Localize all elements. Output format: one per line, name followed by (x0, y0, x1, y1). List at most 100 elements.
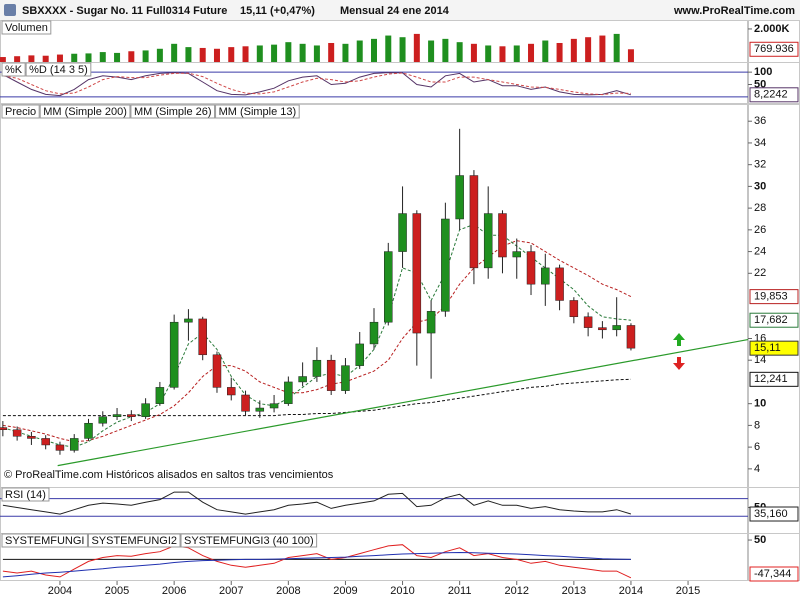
series-line (2, 544, 632, 579)
legend-box (130, 104, 216, 119)
x-tick-label: 2012 (505, 585, 529, 597)
last-value-box (749, 371, 799, 387)
last-value-label: 15,11 (754, 342, 781, 354)
x-tick-label: 2013 (562, 585, 586, 597)
series-line (2, 223, 631, 448)
series-line (2, 378, 631, 417)
candle-body (198, 318, 207, 356)
volume-bar (342, 43, 349, 62)
volume-bar (128, 51, 135, 62)
legend-label: SYSTEMFUNGI (5, 535, 84, 547)
symbol: SBXXXX - Sugar No. 11 Full0314 Future (22, 5, 227, 17)
candle-body (569, 300, 579, 318)
candle-body (469, 175, 479, 269)
candle-body (212, 354, 222, 388)
x-tick-label: 2015 (676, 585, 700, 597)
volume-bar (627, 49, 634, 62)
volume-bar (99, 52, 106, 62)
candle-body (612, 325, 621, 331)
candle-body (384, 251, 393, 323)
legend-label: MM (Simple 200) (43, 106, 127, 118)
candle-body (255, 407, 265, 412)
candle-body (227, 387, 236, 396)
legend-box (1, 487, 50, 502)
legend-box (87, 533, 181, 548)
legend-box (1, 62, 26, 77)
up-arrow (673, 333, 685, 346)
volume-bar (299, 43, 306, 62)
volume-bar (570, 38, 577, 62)
candle-body (84, 422, 93, 439)
volume-bar (513, 45, 520, 62)
legend-box (1, 20, 52, 35)
period: Mensual 24 ene 2014 (340, 5, 450, 17)
last-value-box (749, 87, 799, 103)
series-line (2, 72, 631, 96)
volume-bar (413, 33, 420, 62)
y-tick-label: 24 (754, 245, 766, 257)
y-tick-label: 28 (754, 202, 766, 214)
y-tick-label: 26 (754, 224, 766, 236)
site: www.ProRealTime.com (673, 5, 795, 17)
candle-body (298, 376, 307, 383)
series-line (2, 551, 631, 578)
volume-bar (285, 42, 292, 62)
y-tick-label: 32 (754, 159, 766, 171)
volume-bar (328, 42, 335, 62)
volume-bar (470, 43, 477, 62)
candle-body (483, 213, 493, 269)
y-tick-label: 50 (754, 534, 766, 546)
last-value-label: 12,241 (754, 373, 788, 385)
legend-box (1, 104, 40, 119)
series-line (2, 491, 632, 515)
legend-label: SYSTEMFUNGI2 (91, 535, 177, 547)
volume-bar (71, 53, 78, 62)
volume-bar (242, 46, 249, 62)
candle-body (369, 321, 379, 345)
legend-box (1, 533, 88, 548)
volume-bar (528, 43, 535, 62)
candle-body (27, 436, 36, 439)
candle-body (441, 218, 450, 312)
down-arrow (673, 357, 685, 370)
volume-bar (142, 50, 149, 62)
last-value-box (749, 506, 799, 522)
x-tick-label: 2011 (448, 585, 472, 597)
x-tick-label: 2010 (390, 585, 414, 597)
last-value-label: 769.936 (754, 43, 794, 55)
volume-bar (199, 47, 206, 62)
quote: 15,11 (+0,47%) (240, 5, 315, 17)
y-tick-label: 8 (754, 419, 760, 431)
last-value-label: 35,160 (754, 508, 788, 520)
volume-bar (599, 35, 606, 62)
last-value-box (749, 41, 799, 57)
series-line (2, 240, 632, 443)
candle-body (269, 403, 279, 409)
last-value-label: 8,2242 (754, 89, 788, 101)
volume-bar (156, 48, 163, 62)
volume-bar (213, 48, 220, 62)
candle-body (498, 213, 507, 258)
candle-body (583, 316, 593, 328)
volume-bar (385, 35, 392, 62)
candle-body (155, 387, 165, 404)
volume-bar (556, 42, 563, 62)
candle-body (312, 359, 322, 377)
candle-body (112, 414, 122, 417)
y-tick-label: 34 (754, 137, 766, 149)
x-tick-label: 2008 (276, 585, 300, 597)
candle-body (41, 438, 50, 446)
volume-bar (399, 37, 406, 62)
x-tick-label: 2006 (162, 585, 186, 597)
x-tick-label: 2005 (105, 585, 129, 597)
note: © ProRealTime.com Históricos alisados en… (4, 469, 334, 481)
volume-bar (356, 40, 363, 62)
candle-body (398, 213, 407, 252)
volume-bar (114, 52, 121, 62)
candle-body (241, 394, 250, 412)
volume-bar (271, 44, 278, 62)
y-tick-label: 36 (754, 115, 766, 127)
y-tick-label: 2.000K (754, 23, 790, 35)
candle-body (455, 175, 464, 220)
header-bar (0, 0, 800, 20)
